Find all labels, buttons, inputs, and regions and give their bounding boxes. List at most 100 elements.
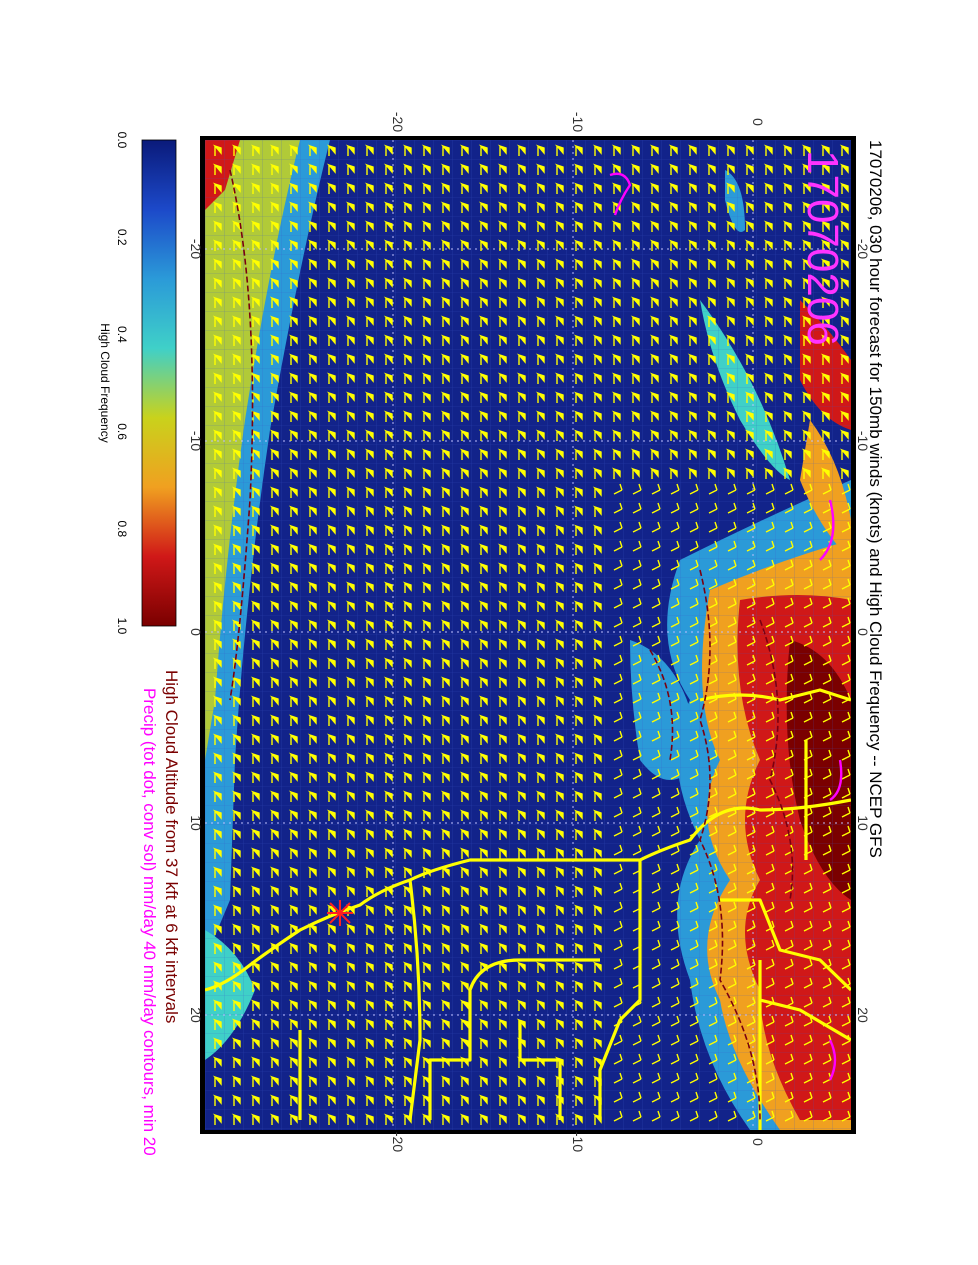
- wind-barb: [839, 410, 849, 422]
- wind-barb: [212, 296, 222, 308]
- wind-barb: [231, 144, 241, 156]
- wind-barb: [822, 521, 832, 533]
- wind-barb: [326, 410, 336, 422]
- wind-barb: [839, 182, 849, 194]
- wind-barb: [364, 486, 374, 498]
- wind-barb: [402, 429, 412, 441]
- wind-barb: [250, 182, 260, 194]
- wind-barb: [421, 182, 431, 194]
- wind-barb: [554, 904, 564, 916]
- wind-barb: [689, 939, 699, 951]
- wind-barb: [212, 505, 222, 517]
- wind-barb: [288, 1113, 298, 1125]
- wind-barb: [440, 1037, 450, 1049]
- wind-barb: [250, 676, 260, 688]
- wind-barb: [421, 923, 431, 935]
- wind-barb: [649, 277, 659, 289]
- wind-barb: [364, 562, 374, 574]
- wind-barb: [820, 277, 830, 289]
- wind-barb: [421, 144, 431, 156]
- wind-barb: [231, 372, 241, 384]
- wind-barb: [326, 448, 336, 460]
- wind-barb: [383, 562, 393, 574]
- wind-barb: [231, 1113, 241, 1125]
- wind-barb: [803, 863, 813, 875]
- wind-barb: [212, 353, 222, 365]
- wind-barb: [269, 904, 279, 916]
- wind-barb: [269, 505, 279, 517]
- wind-barb: [613, 692, 623, 704]
- wind-barb: [613, 711, 623, 723]
- wind-barb: [440, 467, 450, 479]
- wind-barb: [307, 163, 317, 175]
- wind-barb: [822, 939, 832, 951]
- wind-barb: [687, 182, 697, 194]
- wind-barb: [632, 502, 642, 514]
- wind-barb: [459, 543, 469, 555]
- wind-barb: [497, 201, 507, 213]
- wind-barb: [535, 505, 545, 517]
- wind-barb: [478, 391, 488, 403]
- wind-barb: [763, 410, 773, 422]
- wind-barb: [250, 467, 260, 479]
- wind-barb: [630, 163, 640, 175]
- wind-barb: [516, 239, 526, 251]
- wind-barb: [784, 920, 794, 932]
- wind-barb: [345, 695, 355, 707]
- wind-barb: [554, 733, 564, 745]
- wind-barb: [497, 847, 507, 859]
- wind-barb: [727, 977, 737, 989]
- wind-barb: [573, 1075, 583, 1087]
- wind-barb: [478, 771, 488, 783]
- wind-barb: [668, 277, 678, 289]
- wind-barb: [744, 182, 754, 194]
- wind-barb: [630, 201, 640, 213]
- wind-barb: [516, 1113, 526, 1125]
- wind-barb: [269, 581, 279, 593]
- wind-barb: [782, 429, 792, 441]
- colorbar-tick-label: 0.6: [115, 423, 129, 440]
- wind-barb: [687, 163, 697, 175]
- wind-barb: [573, 714, 583, 726]
- wind-barb: [383, 277, 393, 289]
- wind-barb: [573, 220, 583, 232]
- wind-barb: [746, 996, 756, 1008]
- wind-barb: [668, 467, 678, 479]
- wind-barb: [250, 904, 260, 916]
- wind-barb: [231, 923, 241, 935]
- wind-barb: [402, 353, 412, 365]
- wind-barb: [651, 502, 661, 514]
- wind-barb: [288, 505, 298, 517]
- wind-barb: [611, 277, 621, 289]
- wind-barb: [727, 578, 737, 590]
- wind-barb: [651, 635, 661, 647]
- wind-barb: [383, 220, 393, 232]
- wind-barb: [212, 315, 222, 327]
- wind-barb: [288, 1037, 298, 1049]
- wind-barb: [613, 901, 623, 913]
- wind-barb: [402, 771, 412, 783]
- wind-barb: [649, 220, 659, 232]
- wind-barb: [670, 939, 680, 951]
- wind-barb: [364, 315, 374, 327]
- wind-barb: [708, 502, 718, 514]
- wind-barb: [383, 201, 393, 213]
- wind-barb: [516, 163, 526, 175]
- wind-barb: [421, 334, 431, 346]
- wind-barb: [250, 999, 260, 1011]
- wind-barb: [822, 635, 832, 647]
- wind-barb: [708, 996, 718, 1008]
- wind-barb: [708, 540, 718, 552]
- wind-barb: [421, 600, 431, 612]
- wind-barb: [613, 1110, 623, 1122]
- wind-barb: [326, 657, 336, 669]
- axis-tick-label: -10: [570, 1132, 586, 1152]
- wind-barb: [649, 239, 659, 251]
- wind-barb: [231, 942, 241, 954]
- wind-barb: [307, 638, 317, 650]
- wind-barb: [269, 315, 279, 327]
- wind-barb: [307, 201, 317, 213]
- wind-barb: [288, 258, 298, 270]
- wind-barb: [250, 1056, 260, 1068]
- wind-barb: [345, 980, 355, 992]
